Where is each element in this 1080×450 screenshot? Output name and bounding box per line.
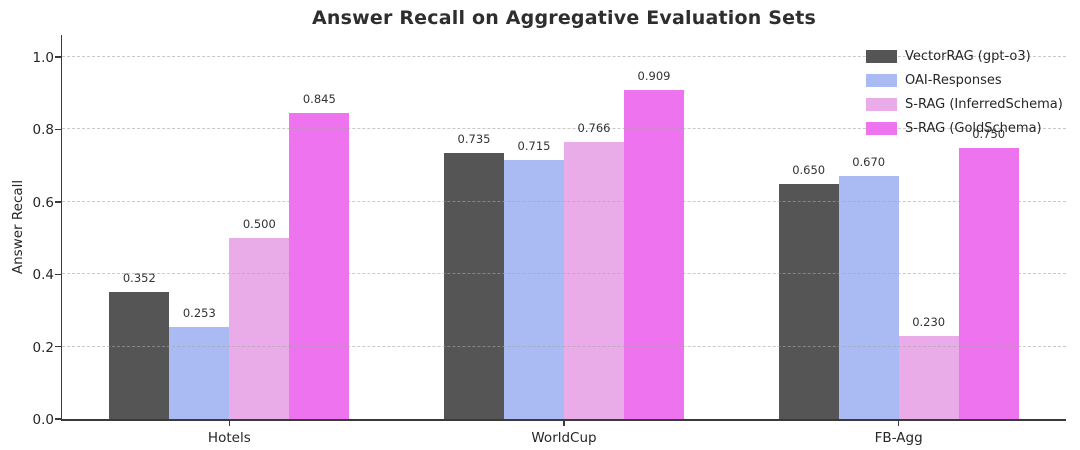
y-tick-mark xyxy=(55,273,61,275)
legend-item: S-RAG (GoldSchema) xyxy=(866,116,1063,140)
bar-WorldCup-S-RAG (InferredSchema) xyxy=(564,141,624,419)
legend-swatch-icon xyxy=(866,97,897,111)
x-tick-label: WorldCup xyxy=(531,430,597,446)
y-tick-label: 1.0 xyxy=(32,50,54,66)
bar-FB-Agg-VectorRAG (gpt-o3) xyxy=(778,183,839,419)
y-tick-label: 0.0 xyxy=(32,412,54,428)
gridline xyxy=(62,56,1066,57)
bar-value-label: 0.253 xyxy=(182,306,216,321)
y-tick-mark xyxy=(55,345,61,348)
y-axis-spine xyxy=(60,35,62,420)
bar-Hotels-S-RAG (InferredSchema) xyxy=(229,238,290,419)
plot-area: 0.352 0.253 0.500 0.845 0.735 0.715 0.766 0.909… xyxy=(33,35,1066,446)
y-tick-mark xyxy=(55,128,61,131)
y-tick-label: 0.8 xyxy=(32,122,54,139)
legend-label: S-RAG (GoldSchema) xyxy=(905,120,1042,136)
x-tick-label: FB-Agg xyxy=(874,430,923,446)
y-tick-label: 0.2 xyxy=(32,339,54,356)
bar-value-label: 0.500 xyxy=(242,217,276,231)
bar-FB-Agg-S-RAG (InferredSchema) xyxy=(898,335,959,419)
y-tick-mark xyxy=(55,201,61,203)
bar-WorldCup-OAI-Responses xyxy=(504,160,564,419)
bar-value-label: 0.750 xyxy=(972,126,1006,141)
bar-value-label: 0.766 xyxy=(577,120,611,135)
gridline xyxy=(62,345,1066,347)
gridline xyxy=(62,273,1066,275)
y-tick-label: 0.6 xyxy=(32,194,54,211)
legend-label: OAI-Responses xyxy=(905,72,1002,88)
x-tick-mark xyxy=(563,421,565,426)
bar-value-label: 0.909 xyxy=(637,68,671,83)
y-tick-mark xyxy=(55,418,61,420)
bar-value-label: 0.230 xyxy=(912,314,946,329)
bar-Hotels-OAI-Responses xyxy=(169,327,230,419)
bar-value-label: 0.670 xyxy=(852,155,886,170)
y-tick-label: 0.4 xyxy=(32,267,54,284)
bar-value-label: 0.715 xyxy=(517,139,551,154)
legend-item: S-RAG (InferredSchema) xyxy=(866,92,1063,116)
bar-Hotels-VectorRAG (gpt-o3) xyxy=(109,291,170,419)
bar-value-label: 0.352 xyxy=(122,270,156,285)
legend-swatch-icon xyxy=(866,73,897,87)
bar-FB-Agg-S-RAG (GoldSchema) xyxy=(958,147,1019,419)
bar-value-label: 0.735 xyxy=(457,131,491,146)
bar-Hotels-S-RAG (GoldSchema) xyxy=(289,113,350,419)
legend: VectorRAG (gpt-o3) OAI-Responses S-RAG (… xyxy=(866,44,1063,140)
gridline xyxy=(62,200,1066,202)
legend-item: VectorRAG (gpt-o3) xyxy=(866,44,1063,68)
bar-value-label: 0.845 xyxy=(302,92,336,107)
x-tick-mark xyxy=(228,421,231,426)
x-tick-mark xyxy=(897,421,900,426)
legend-item: OAI-Responses xyxy=(866,68,1063,92)
legend-label: VectorRAG (gpt-o3) xyxy=(905,48,1031,64)
bar-WorldCup-S-RAG (GoldSchema) xyxy=(624,89,684,419)
legend-label: S-RAG (InferredSchema) xyxy=(905,96,1063,112)
x-tick-label: Hotels xyxy=(207,430,251,446)
bar-FB-Agg-OAI-Responses xyxy=(838,176,899,419)
chart-title: Answer Recall on Aggregative Evaluation … xyxy=(311,7,817,29)
bar-value-label: 0.650 xyxy=(792,162,826,177)
gridline xyxy=(62,128,1066,130)
legend-swatch-icon xyxy=(866,121,897,135)
x-axis-spine xyxy=(60,419,1066,421)
y-tick-mark xyxy=(55,56,61,58)
legend-swatch-icon xyxy=(866,49,897,63)
bar-WorldCup-VectorRAG (gpt-o3) xyxy=(444,152,504,419)
